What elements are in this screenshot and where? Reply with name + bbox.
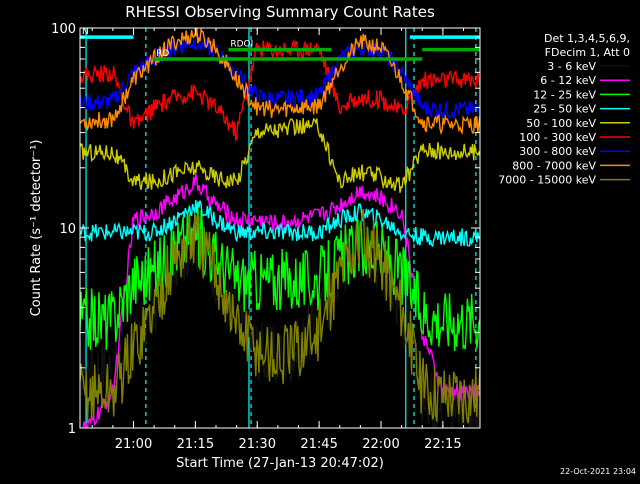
x-axis: 21:00 21:15 21:30 21:45 22:00 22:15 bbox=[91, 28, 464, 452]
x-tick-label-1: 21:15 bbox=[177, 437, 214, 452]
x-tick-label-4: 22:00 bbox=[362, 437, 399, 452]
x-tick-label-0: 21:00 bbox=[115, 437, 152, 452]
series-line-8 bbox=[80, 208, 480, 424]
status-segment-label-3: RDOI bbox=[230, 40, 253, 50]
chart-title: RHESSI Observing Summary Count Rates bbox=[125, 3, 435, 21]
series-line-2 bbox=[80, 204, 480, 352]
y-axis-label: Count Rate (s⁻¹ detector⁻¹) bbox=[29, 140, 44, 317]
legend-label-1: 6 - 12 keV bbox=[540, 74, 596, 87]
legend-label-4: 50 - 100 keV bbox=[526, 117, 596, 130]
legend-header-0: Det 1,3,4,5,6,9, bbox=[544, 32, 630, 45]
status-segment-label-0: N bbox=[82, 27, 89, 37]
timestamp: 22-Oct-2021 23:04 bbox=[560, 467, 636, 476]
status-segment-label-2: RD bbox=[156, 49, 169, 59]
series-line-6 bbox=[80, 34, 480, 120]
y-tick-label-2: 100 bbox=[51, 22, 76, 37]
legend-label-0: 3 - 6 keV bbox=[547, 60, 596, 73]
x-tick-label-2: 21:30 bbox=[239, 437, 276, 452]
legend-label-8: 7000 - 15000 keV bbox=[498, 174, 596, 187]
legend-label-7: 800 - 7000 keV bbox=[512, 159, 596, 172]
legend-header-1: FDecim 1, Att 0 bbox=[545, 46, 630, 59]
series-line-3 bbox=[80, 200, 480, 248]
legend: Det 1,3,4,5,6,9,FDecim 1, Att 03 - 6 keV… bbox=[498, 32, 630, 187]
y-tick-label-1: 10 bbox=[59, 222, 76, 237]
legend-label-3: 25 - 50 keV bbox=[533, 103, 596, 116]
legend-label-5: 100 - 300 keV bbox=[519, 131, 596, 144]
series-line-7 bbox=[80, 28, 480, 136]
legend-label-6: 300 - 800 keV bbox=[519, 145, 596, 158]
x-tick-label-3: 21:45 bbox=[300, 437, 337, 452]
legend-label-2: 12 - 25 keV bbox=[533, 88, 596, 101]
plot-area bbox=[80, 28, 480, 428]
y-axis: 1 10 100 bbox=[51, 22, 480, 437]
x-axis-label: Start Time (27-Jan-13 20:47:02) bbox=[176, 456, 384, 471]
y-tick-label-0: 1 bbox=[68, 422, 76, 437]
x-tick-label-5: 22:15 bbox=[424, 437, 461, 452]
series-line-4 bbox=[80, 117, 480, 193]
